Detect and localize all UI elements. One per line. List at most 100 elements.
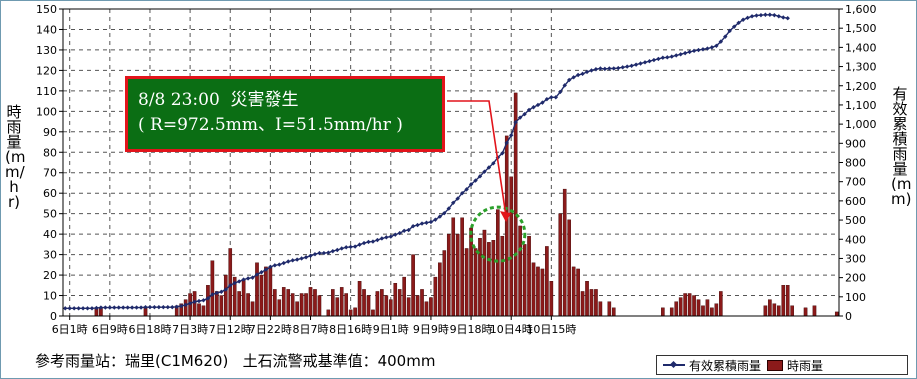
left-tick-label: 110 bbox=[36, 85, 57, 98]
cumulative-point bbox=[504, 140, 509, 146]
cumulative-point bbox=[348, 244, 353, 250]
cumulative-point bbox=[192, 299, 197, 305]
legend-line-label: 有效累積雨量 bbox=[689, 358, 762, 373]
cumulative-point bbox=[125, 305, 130, 310]
cumulative-point bbox=[607, 66, 612, 71]
rainfall-bar bbox=[353, 307, 357, 317]
cumulative-point bbox=[656, 56, 661, 62]
cumulative-point bbox=[375, 237, 380, 243]
cumulative-point bbox=[219, 289, 224, 295]
cumulative-point bbox=[540, 100, 545, 105]
cumulative-point bbox=[526, 107, 532, 113]
cumulative-point bbox=[312, 252, 318, 257]
rainfall-bar bbox=[451, 217, 456, 317]
right-tick-label: 500 bbox=[845, 214, 866, 227]
axes bbox=[62, 8, 840, 317]
rainfall-bar bbox=[785, 285, 790, 317]
cumulative-point bbox=[781, 15, 786, 20]
cumulative-point bbox=[424, 220, 429, 225]
cumulative-point bbox=[272, 263, 278, 268]
rainfall-bar bbox=[406, 297, 411, 317]
rainfall-bar bbox=[201, 305, 206, 317]
rainfall-bar bbox=[460, 217, 464, 317]
rainfall-bar bbox=[362, 289, 366, 317]
cumulative-point bbox=[303, 255, 309, 260]
annotation-arrow-head bbox=[500, 211, 511, 223]
left-tick-label: 10 bbox=[43, 290, 57, 303]
rainfall-bar bbox=[509, 176, 514, 317]
cumulative-rainfall-line bbox=[63, 12, 790, 311]
x-tick-label: 7日22時 bbox=[249, 323, 292, 336]
rainfall-bar bbox=[268, 266, 273, 317]
cumulative-point bbox=[473, 178, 478, 183]
cumulative-point bbox=[112, 305, 117, 310]
rainfall-bar bbox=[326, 309, 331, 317]
cumulative-point bbox=[682, 50, 688, 56]
cumulative-point bbox=[513, 120, 518, 125]
cumulative-point bbox=[687, 49, 692, 55]
cumulative-point bbox=[259, 270, 264, 275]
rainfall-bar bbox=[536, 266, 540, 317]
cumulative-point bbox=[330, 248, 336, 254]
cumulative-point bbox=[183, 302, 188, 308]
rainfall-bar bbox=[299, 293, 304, 317]
rainfall-bar bbox=[585, 281, 589, 317]
rainfall-bar bbox=[246, 293, 250, 317]
cumulative-line bbox=[65, 14, 788, 309]
rainfall-bar bbox=[442, 250, 447, 317]
cumulative-point bbox=[589, 68, 594, 73]
rainfall-bar bbox=[228, 248, 233, 317]
rainfall-bar bbox=[438, 262, 442, 317]
cumulative-point bbox=[620, 65, 625, 70]
rainfall-bar bbox=[210, 260, 215, 317]
legend: 有效累積雨量 時雨量 bbox=[656, 355, 908, 375]
rainfall-bar bbox=[464, 248, 469, 317]
rainfall-bar bbox=[339, 287, 344, 317]
rainfall-bar bbox=[531, 262, 536, 317]
cumulative-point bbox=[674, 53, 679, 58]
grid-lines bbox=[63, 8, 839, 317]
cumulative-point bbox=[731, 24, 737, 29]
cumulative-point bbox=[138, 305, 144, 310]
cumulative-point bbox=[290, 258, 295, 263]
left-tick-label: 30 bbox=[43, 249, 57, 262]
rainfall-bar bbox=[304, 293, 308, 317]
rainfall-bar bbox=[776, 305, 781, 317]
cumulative-point bbox=[228, 283, 233, 288]
rainfall-bar bbox=[661, 307, 665, 317]
cumulative-point bbox=[214, 290, 220, 296]
left-tick-label: 70 bbox=[43, 167, 57, 180]
rainfall-bar bbox=[790, 305, 794, 317]
x-tick-label: 10日4時 bbox=[490, 323, 533, 336]
cumulative-point bbox=[477, 174, 483, 179]
rainfall-bar bbox=[290, 293, 295, 317]
cumulative-point bbox=[339, 246, 344, 251]
left-tick-label: 40 bbox=[43, 228, 57, 241]
rainfall-bar bbox=[705, 299, 710, 317]
cumulative-point bbox=[121, 305, 126, 310]
rainfall-bar bbox=[607, 301, 612, 317]
cumulative-point bbox=[691, 48, 697, 54]
station-note: 參考雨量站：瑞里(C1M620) 土石流警戒基準值：400mm bbox=[35, 352, 436, 370]
cumulative-point bbox=[236, 279, 242, 284]
cumulative-point bbox=[468, 182, 474, 187]
cumulative-point bbox=[580, 71, 585, 77]
cumulative-point bbox=[98, 305, 104, 310]
rainfall-bar bbox=[273, 289, 277, 317]
rainfall-bar bbox=[366, 295, 371, 317]
right-tick-label: 200 bbox=[845, 272, 866, 285]
cumulative-point bbox=[80, 306, 86, 311]
cumulative-point bbox=[446, 206, 451, 211]
rainfall-bar bbox=[678, 297, 683, 317]
x-tick-label: 7日12時 bbox=[209, 323, 252, 336]
plot-area-border bbox=[62, 8, 840, 317]
rainfall-bar bbox=[580, 291, 585, 317]
rainfall-bar bbox=[295, 301, 299, 317]
cumulative-point bbox=[517, 115, 523, 120]
right-axis-ticks: 0 100 200 300 400 500 600 700 800 900 1,000 1,100 1,… bbox=[839, 3, 877, 323]
right-tick-label: 800 bbox=[845, 157, 866, 170]
rainfall-bar bbox=[281, 287, 286, 317]
cumulative-point bbox=[174, 304, 179, 309]
rainfall-bar bbox=[219, 295, 224, 317]
